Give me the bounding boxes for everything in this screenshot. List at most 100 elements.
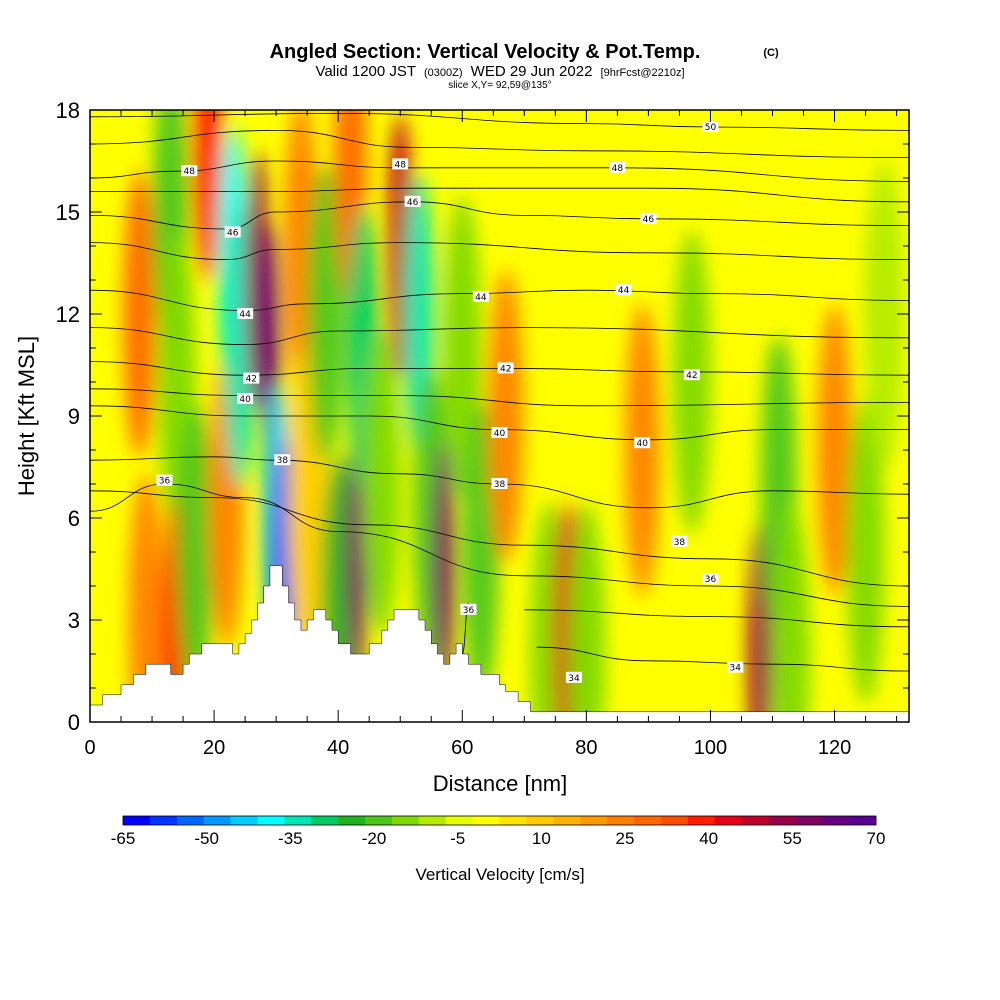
contour-label-box [392, 158, 409, 170]
theta-contour [90, 388, 909, 407]
colorbar-swatch [230, 816, 258, 825]
contour-label-text: 46 [407, 198, 419, 208]
colorbar-tick-label: 70 [867, 829, 886, 848]
contour-label-text: 36 [705, 575, 717, 585]
velocity-cell [128, 473, 164, 722]
valid-time: Valid 1200 JST [315, 63, 415, 80]
velocity-cell [362, 332, 401, 636]
y-tick-label: 6 [68, 506, 80, 531]
contour-label-text: 44 [618, 286, 630, 296]
contour-label: 40 [634, 437, 651, 449]
velocity-cell [307, 165, 345, 463]
contour-label: 40 [491, 427, 508, 439]
colorbar-swatch [580, 816, 608, 825]
theta-contour [90, 112, 909, 131]
contour-label-text: 36 [159, 477, 171, 487]
colorbar-swatch [553, 816, 581, 825]
colorbar-swatch [472, 816, 500, 825]
y-tick-label: 9 [68, 404, 80, 429]
chart-subtitle: Valid 1200 JST (0300Z) WED 29 Jun 2022 [… [315, 63, 684, 80]
plot-area: 50 48 48 48 46 46 46 44 44 44 42 42 42 40 40 40 38 38 38 36… [90, 110, 909, 722]
contour-label-text: 40 [636, 439, 648, 449]
y-axis-label: Height [Kft MSL] [14, 336, 39, 496]
colorbar-tick-label: 10 [532, 829, 551, 848]
contour-label: 42 [497, 362, 514, 374]
contour-label: 44 [615, 284, 632, 296]
contour-label-text: 46 [227, 228, 239, 238]
slice-info: slice X,Y= 92,59@135° [448, 80, 551, 91]
contour-label-box [491, 478, 508, 489]
y-tick-label: 0 [68, 710, 80, 735]
colorbar-tick-label: -35 [278, 829, 303, 848]
colorbar-swatch [257, 816, 285, 825]
contour-label-text: 42 [246, 375, 257, 385]
contour-label-text: 36 [463, 606, 475, 616]
colorbar-swatch [418, 816, 447, 825]
contour-label: 46 [640, 212, 657, 225]
y-tick-label: 18 [56, 98, 80, 123]
contour-label: 36 [460, 603, 477, 616]
contour-label-box [497, 362, 514, 374]
velocity-cell [432, 442, 455, 696]
contour-label-box [237, 393, 254, 404]
colorbar-swatch [203, 816, 231, 825]
contour-label-text: 44 [239, 310, 251, 320]
contour-label-box [472, 291, 489, 302]
theta-contours [90, 112, 909, 672]
colorbar-tick-label: -65 [111, 829, 136, 848]
contour-label-text: 48 [184, 167, 196, 177]
colorbar-frame [122, 815, 877, 826]
colorbar-swatch [768, 816, 796, 825]
contour-label: 34 [565, 671, 582, 684]
colorbar-tick-label: 55 [783, 829, 802, 848]
contour-label: 34 [727, 661, 744, 674]
contour-label: 40 [237, 393, 254, 405]
contour-label: 46 [404, 195, 421, 208]
velocity-cell [864, 159, 905, 469]
contour-label-box [274, 454, 291, 466]
contour-label-text: 42 [686, 371, 697, 381]
contour-label-box [404, 195, 421, 207]
colorbar-swatch [822, 816, 850, 825]
contour-label-text: 38 [674, 538, 686, 548]
colorbar-swatch [311, 816, 339, 825]
contour-label-box [615, 284, 632, 296]
colorbar-tick-label: -50 [194, 829, 219, 848]
forecast-info: [9hrFcst@2210z] [601, 67, 685, 79]
colorbar-swatch [149, 816, 178, 825]
x-tick-label: 80 [575, 737, 597, 759]
colorbar-swatch [365, 816, 393, 825]
contour-label: 44 [472, 291, 489, 303]
contour-label-text: 42 [500, 364, 511, 374]
valid-date: WED 29 Jun 2022 [471, 63, 593, 80]
velocity-cell [672, 230, 712, 534]
contour-label: 50 [702, 121, 719, 133]
contour-label-text: 38 [494, 480, 506, 490]
colorbar-tick-label: -5 [450, 829, 465, 848]
contour-label-box [460, 603, 477, 615]
colorbar-swatch [284, 816, 312, 825]
x-tick-label: 100 [694, 737, 727, 759]
colorbar-swatch [741, 816, 769, 825]
contour-label: 38 [274, 454, 291, 466]
contour-label-box [243, 372, 260, 384]
velocity-cell [846, 400, 885, 704]
contour-label: 42 [683, 369, 700, 381]
chart-title: Angled Section: Vertical Velocity & Pot.… [270, 41, 701, 63]
y-tick-label: 15 [56, 200, 80, 225]
x-tick-label: 60 [451, 737, 473, 759]
contour-label-box [702, 573, 719, 585]
theta-contour [90, 327, 909, 346]
contour-labels: 50 48 48 48 46 46 46 44 44 44 42 42 42 40 40 40 38 38 38 36… [156, 121, 744, 684]
colorbar-label: Vertical Velocity [cm/s] [415, 865, 584, 884]
contour-label-text: 40 [239, 395, 251, 405]
theta-contour [90, 187, 909, 203]
contour-label-box [181, 165, 198, 177]
contour-label-box [224, 226, 241, 238]
colorbar-swatch [687, 816, 715, 825]
contour-label-box [683, 369, 700, 381]
y-tick-label: 3 [68, 608, 80, 633]
colorbar-swatch [338, 816, 366, 825]
